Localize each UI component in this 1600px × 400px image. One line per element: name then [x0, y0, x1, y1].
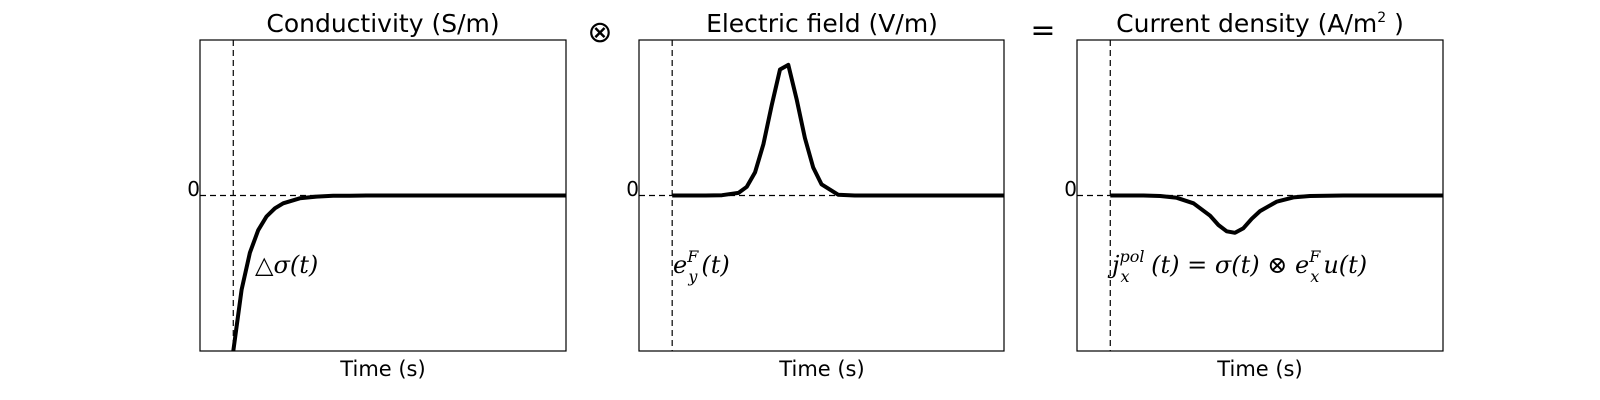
current-density-title-superscript: 2	[1377, 10, 1386, 26]
conductivity-y-tick-zero: 0	[187, 177, 200, 201]
ann-tail: (t)	[701, 251, 729, 279]
ann-sub: y	[687, 267, 698, 286]
ann-sup: pol	[1119, 247, 1144, 266]
ann-middle: (t) = σ(t) ⊗ e	[1143, 251, 1309, 279]
current-density-y-tick-zero: 0	[1064, 177, 1077, 201]
ann-sup2: F	[1308, 247, 1321, 266]
current-density-title-main: Current density (A/m	[1116, 9, 1377, 38]
equals-operator: =	[1030, 13, 1055, 48]
conductivity-annotation-text: △σ(t)	[255, 251, 318, 279]
ann-tail: u(t)	[1323, 251, 1367, 279]
current-density-annotation: jpol x (t) = σ(t) ⊗ eF x u(t)	[1107, 247, 1367, 286]
current-density-title: Current density (A/m2 )	[1116, 9, 1404, 38]
conductivity-annotation: △σ(t)	[255, 251, 318, 279]
conductivity-panel: Conductivity (S/m) 0 Time (s) △σ(t)	[187, 9, 567, 381]
electric-field-x-axis-label: Time (s)	[778, 357, 864, 381]
ann-sub2: x	[1310, 267, 1319, 286]
electric-field-series-line	[672, 62, 1004, 198]
conductivity-series-line	[231, 193, 566, 352]
electric-field-title: Electric field (V/m)	[706, 9, 938, 38]
electric-field-panel: Electric field (V/m) 0 Time (s) eF y (t)	[626, 9, 1005, 381]
ann-sub: x	[1120, 267, 1129, 286]
ann-base: j	[1107, 251, 1120, 279]
ann-base: e	[673, 251, 687, 279]
conductivity-title: Conductivity (S/m)	[266, 9, 499, 38]
current-density-x-axis-label: Time (s)	[1216, 357, 1302, 381]
ann-sup: F	[686, 247, 699, 266]
electric-field-y-tick-zero: 0	[626, 177, 639, 201]
current-density-title-suffix: )	[1386, 9, 1404, 38]
current-density-series-line	[1110, 193, 1443, 235]
convolution-operator: ⊗	[587, 15, 612, 50]
current-density-panel: Current density (A/m2 ) 0 Time (s) jpol x…	[1064, 9, 1444, 381]
conductivity-x-axis-label: Time (s)	[339, 357, 425, 381]
electric-field-annotation: eF y (t)	[673, 247, 730, 286]
